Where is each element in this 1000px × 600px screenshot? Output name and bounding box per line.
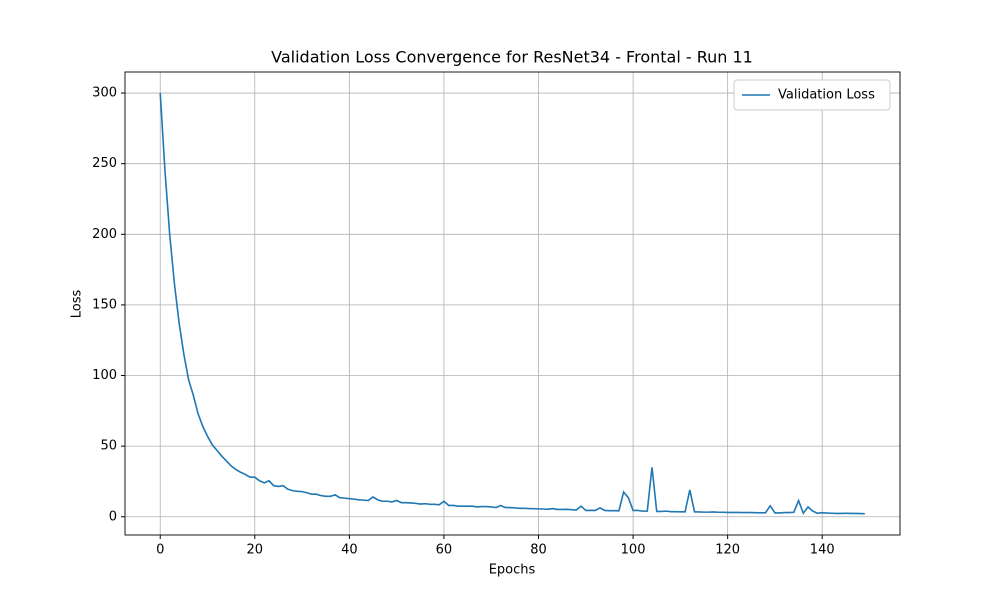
- x-tick-label: 0: [156, 543, 164, 558]
- legend-label: Validation Loss: [778, 88, 875, 103]
- chart-title: Validation Loss Convergence for ResNet34…: [271, 48, 753, 67]
- x-tick-label: 60: [436, 543, 453, 558]
- y-tick-label: 250: [92, 156, 117, 171]
- y-tick-label: 200: [92, 227, 117, 242]
- plot-frame: [124, 71, 901, 536]
- x-tick-label: 120: [715, 543, 740, 558]
- x-axis-label: Epochs: [489, 563, 536, 578]
- x-tick-label: 40: [341, 543, 358, 558]
- data-line: [159, 92, 865, 515]
- legend-box: [733, 79, 891, 111]
- x-tick-label: 100: [621, 543, 646, 558]
- x-tick-label: 20: [247, 543, 264, 558]
- x-tick-label: 80: [530, 543, 547, 558]
- y-axis-label: Loss: [70, 290, 85, 319]
- y-tick-label: 150: [92, 297, 117, 312]
- y-tick-label: 300: [92, 86, 117, 101]
- x-tick-label: 140: [810, 543, 835, 558]
- y-tick-label: 0: [109, 509, 117, 524]
- y-tick-label: 100: [92, 368, 117, 383]
- y-tick-label: 50: [100, 439, 117, 454]
